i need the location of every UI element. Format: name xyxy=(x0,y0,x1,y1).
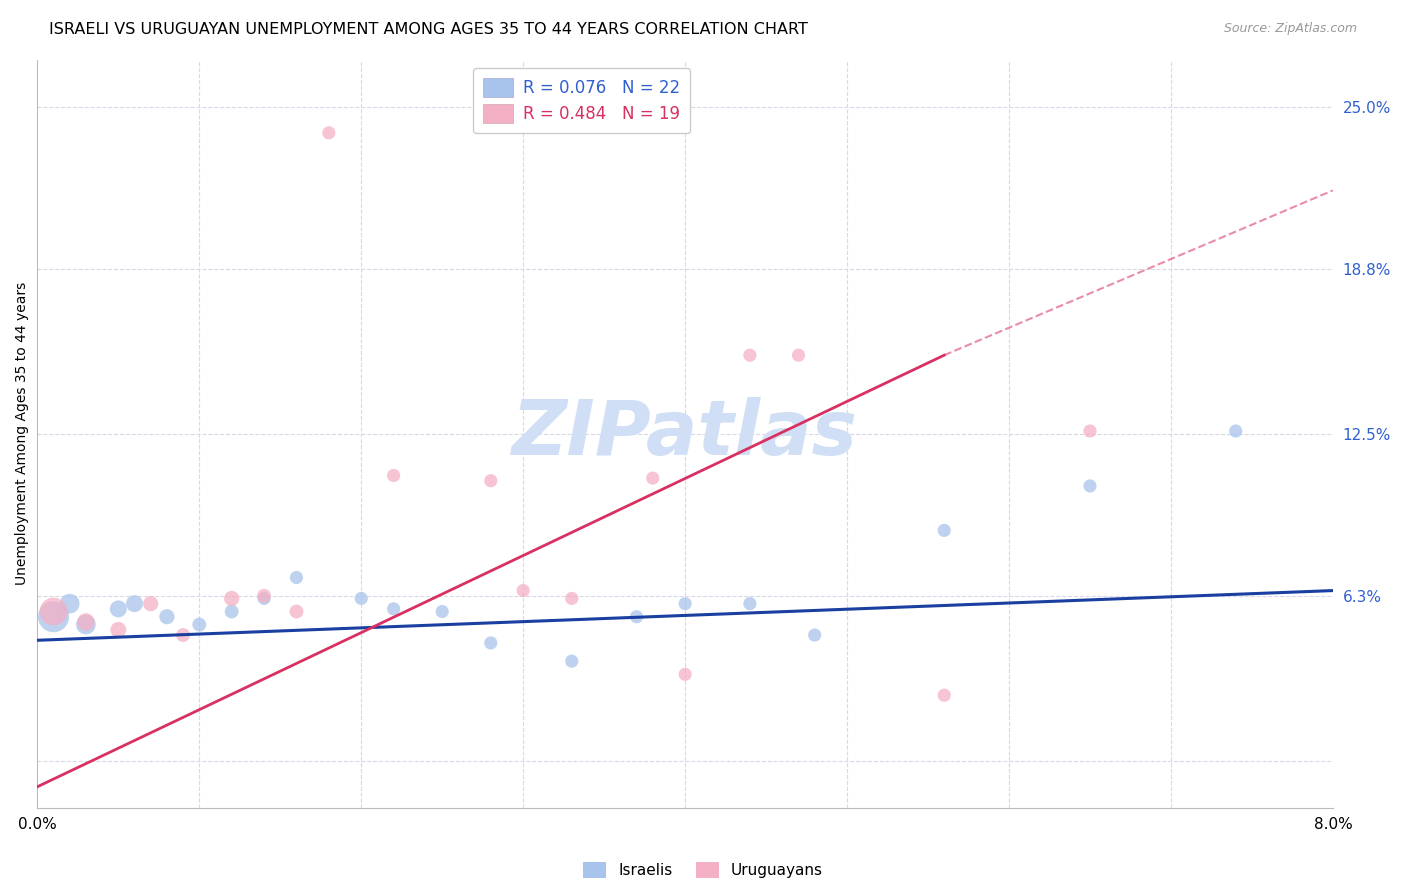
Point xyxy=(75,615,97,629)
Legend: Israelis, Uruguayans: Israelis, Uruguayans xyxy=(578,856,828,884)
Point xyxy=(253,591,276,606)
Point xyxy=(432,605,454,619)
Point xyxy=(253,589,276,603)
Point xyxy=(156,609,179,624)
Point xyxy=(512,583,534,598)
Point xyxy=(172,628,194,642)
Point xyxy=(738,597,761,611)
Point xyxy=(626,609,648,624)
Point xyxy=(561,654,583,668)
Point xyxy=(350,591,373,606)
Legend: R = 0.076   N = 22, R = 0.484   N = 19: R = 0.076 N = 22, R = 0.484 N = 19 xyxy=(474,68,690,133)
Point xyxy=(107,602,129,616)
Point xyxy=(285,605,308,619)
Point xyxy=(75,617,97,632)
Text: ZIPatlas: ZIPatlas xyxy=(512,397,858,471)
Point xyxy=(1225,424,1247,438)
Point xyxy=(673,667,696,681)
Point xyxy=(124,597,146,611)
Y-axis label: Unemployment Among Ages 35 to 44 years: Unemployment Among Ages 35 to 44 years xyxy=(15,282,30,585)
Point xyxy=(787,348,810,362)
Point xyxy=(641,471,664,485)
Point xyxy=(803,628,825,642)
Point xyxy=(479,474,502,488)
Point xyxy=(934,688,956,702)
Point xyxy=(59,597,82,611)
Point xyxy=(561,591,583,606)
Point xyxy=(673,597,696,611)
Point xyxy=(1078,424,1101,438)
Point xyxy=(479,636,502,650)
Point xyxy=(318,126,340,140)
Point xyxy=(42,605,65,619)
Point xyxy=(42,609,65,624)
Point xyxy=(221,591,243,606)
Point xyxy=(382,602,405,616)
Point xyxy=(934,524,956,538)
Text: Source: ZipAtlas.com: Source: ZipAtlas.com xyxy=(1223,22,1357,36)
Point xyxy=(1078,479,1101,493)
Point xyxy=(188,617,211,632)
Point xyxy=(738,348,761,362)
Point xyxy=(221,605,243,619)
Point xyxy=(285,570,308,584)
Point xyxy=(382,468,405,483)
Text: ISRAELI VS URUGUAYAN UNEMPLOYMENT AMONG AGES 35 TO 44 YEARS CORRELATION CHART: ISRAELI VS URUGUAYAN UNEMPLOYMENT AMONG … xyxy=(49,22,808,37)
Point xyxy=(139,597,162,611)
Point xyxy=(107,623,129,637)
